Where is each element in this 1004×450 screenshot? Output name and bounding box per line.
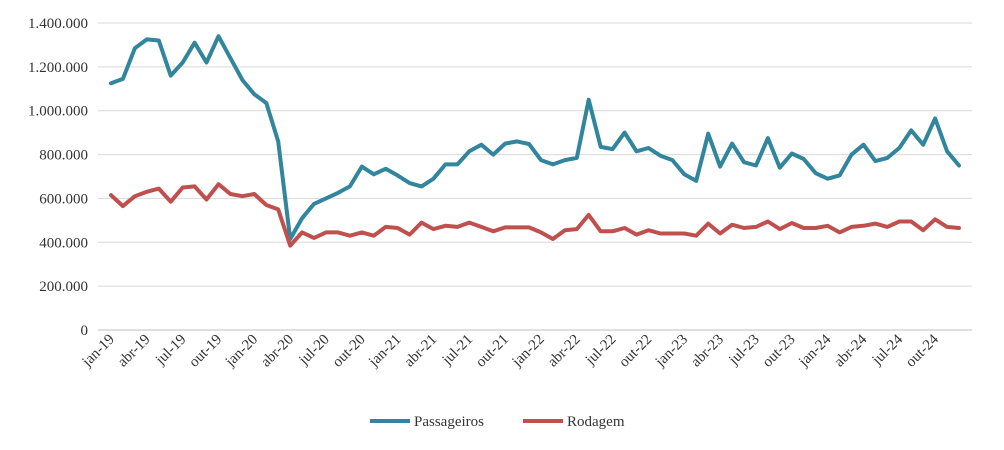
y-tick-label: 0 (81, 323, 89, 339)
x-tick-label: jul-19 (152, 332, 189, 369)
x-tick-label: jan-20 (222, 332, 261, 371)
x-tick-label: out-20 (330, 332, 369, 371)
x-tick-label: jul-21 (439, 332, 476, 369)
x-tick-label: jan-24 (795, 331, 834, 370)
y-tick-label: 800.000 (39, 148, 88, 164)
x-tick-label: out-22 (616, 332, 655, 371)
x-tick-label: jan-21 (365, 332, 404, 371)
x-tick-label: abr-20 (258, 332, 297, 371)
series-lines (109, 34, 961, 248)
x-tick-label: out-24 (903, 331, 942, 370)
x-tick-label: jul-22 (582, 332, 619, 369)
x-tick-label: out-21 (473, 332, 512, 371)
x-tick-label: jul-24 (869, 331, 907, 369)
x-tick-label: abr-19 (115, 332, 154, 371)
x-tick-label: out-19 (186, 332, 225, 371)
y-tick-label: 200.000 (39, 279, 88, 295)
x-tick-label: abr-23 (688, 332, 727, 371)
legend: Passageiros Rodagem (370, 414, 625, 430)
x-tick-label: abr-21 (402, 332, 441, 371)
x-tick-label: jul-20 (295, 332, 332, 369)
y-tick-label: 600.000 (39, 191, 88, 207)
y-tick-label: 1.400.000 (28, 16, 88, 32)
x-tick-label: abr-22 (545, 332, 584, 371)
legend-label: Passageiros (414, 414, 484, 430)
series-line-passageiros (109, 34, 961, 241)
y-tick-label: 1.200.000 (28, 60, 88, 76)
legend-label: Rodagem (567, 414, 625, 430)
y-axis-ticks: 0 200.000 400.000 600.000 800.000 1.000.000 1.… (28, 16, 88, 339)
y-tick-label: 400.000 (39, 235, 88, 251)
y-tick-label: 1.000.000 (28, 104, 88, 120)
x-tick-label: out-23 (760, 332, 799, 371)
x-tick-label: jan-23 (652, 332, 691, 371)
series-line-rodagem (109, 182, 961, 248)
x-tick-label: jan-22 (509, 332, 548, 371)
gridlines (98, 22, 972, 287)
x-tick-label: jul-23 (725, 332, 762, 369)
x-tick-label: abr-24 (831, 331, 870, 370)
